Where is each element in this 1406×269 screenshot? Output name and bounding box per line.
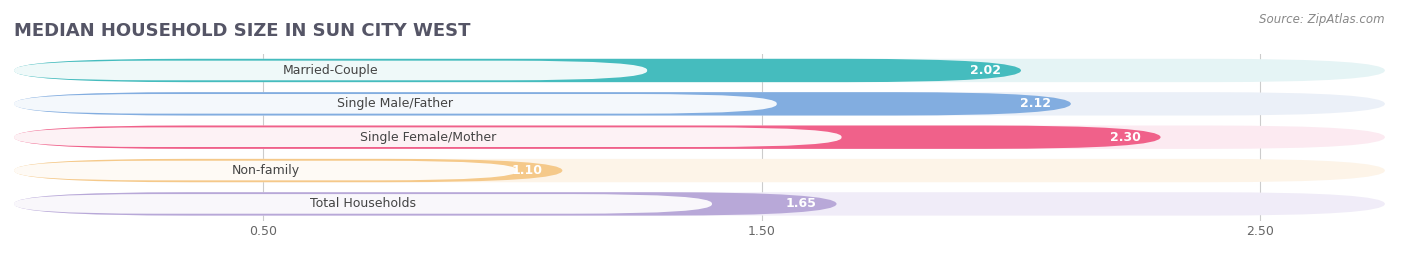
FancyBboxPatch shape [14,128,842,147]
FancyBboxPatch shape [14,92,1385,115]
Text: Total Households: Total Households [309,197,416,210]
Text: Source: ZipAtlas.com: Source: ZipAtlas.com [1260,13,1385,26]
FancyBboxPatch shape [14,126,1385,149]
Text: 2.30: 2.30 [1109,131,1140,144]
Text: 1.65: 1.65 [786,197,817,210]
FancyBboxPatch shape [14,126,1160,149]
Text: Non-family: Non-family [232,164,299,177]
FancyBboxPatch shape [14,192,837,215]
FancyBboxPatch shape [14,161,517,180]
Text: Single Male/Father: Single Male/Father [337,97,453,110]
Text: 2.02: 2.02 [970,64,1001,77]
Text: 2.12: 2.12 [1019,97,1050,110]
FancyBboxPatch shape [14,61,647,80]
Text: MEDIAN HOUSEHOLD SIZE IN SUN CITY WEST: MEDIAN HOUSEHOLD SIZE IN SUN CITY WEST [14,22,471,40]
FancyBboxPatch shape [14,159,1385,182]
FancyBboxPatch shape [14,194,711,214]
FancyBboxPatch shape [14,159,562,182]
Text: Single Female/Mother: Single Female/Mother [360,131,496,144]
FancyBboxPatch shape [14,92,1071,115]
FancyBboxPatch shape [14,94,776,114]
Text: Married-Couple: Married-Couple [283,64,378,77]
FancyBboxPatch shape [14,59,1385,82]
FancyBboxPatch shape [14,192,1385,215]
FancyBboxPatch shape [14,59,1021,82]
Text: 1.10: 1.10 [512,164,543,177]
